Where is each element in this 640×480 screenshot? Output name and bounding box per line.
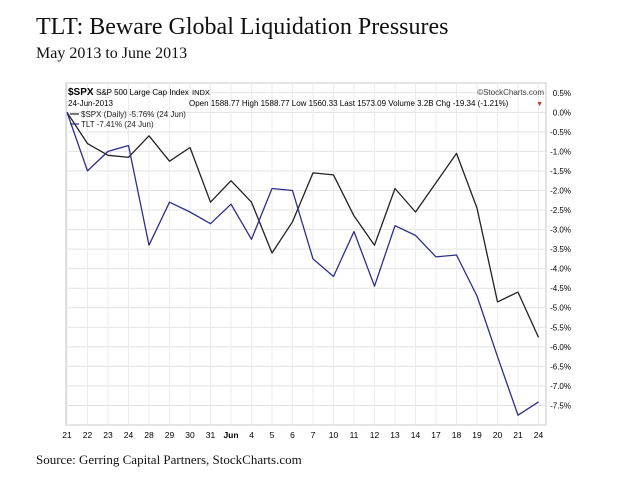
x-tick-label: 12 [370, 430, 380, 440]
x-tick-label: Jun [223, 430, 238, 440]
x-tick-label: 17 [431, 430, 441, 440]
x-tick-label: 29 [165, 430, 175, 440]
x-tick-label: 28 [144, 430, 154, 440]
legend-label-tlt: TLT -7.41% (24 Jun) [81, 120, 154, 129]
y-tick-label: -7.0% [550, 382, 571, 391]
y-tick-label: -4.0% [550, 265, 571, 274]
x-tick-label: 6 [290, 430, 295, 440]
y-tick-label: -6.5% [550, 362, 571, 371]
y-tick-label: -1.0% [550, 147, 571, 156]
chart-frame [65, 82, 547, 426]
chart-series [66, 111, 540, 416]
chart-grid [66, 83, 546, 425]
x-tick-label: 21 [513, 430, 523, 440]
y-tick-label: -5.0% [550, 304, 571, 313]
x-tick-label: 19 [472, 430, 482, 440]
y-tick-label: -5.5% [550, 323, 571, 332]
source-note: Source: Gerring Capital Partners, StockC… [36, 452, 302, 467]
y-tick-label: -4.5% [550, 284, 571, 293]
series-line-1 [66, 112, 539, 416]
x-tick-label: 31 [206, 430, 216, 440]
x-tick-label: 10 [329, 430, 339, 440]
y-tick-label: 0.5% [553, 89, 571, 98]
page-title: TLT: Beware Global Liquidation Pressures [36, 14, 449, 40]
header-symbol: $SPX [68, 87, 94, 98]
legend-label-spx: $SPX (Daily) -5.76% (24 Jun) [81, 110, 186, 119]
header-description: S&P 500 Large Cap Index [96, 88, 189, 97]
x-tick-label: 22 [83, 430, 93, 440]
x-tick-label: 18 [452, 430, 462, 440]
header-exchange: INDX [192, 88, 210, 97]
x-tick-label: 21 [62, 430, 72, 440]
x-tick-label: 23 [103, 430, 113, 440]
y-tick-label: -3.5% [550, 245, 571, 254]
x-tick-label: 20 [493, 430, 503, 440]
page-subtitle: May 2013 to June 2013 [36, 45, 188, 62]
y-tick-label: -2.0% [550, 186, 571, 195]
header-date: 24-Jun-2013 [68, 99, 113, 108]
y-tick-label: -1.5% [550, 167, 571, 176]
y-tick-label: -2.5% [550, 206, 571, 215]
x-tick-label: 11 [350, 430, 359, 440]
x-tick-label: 13 [390, 430, 400, 440]
x-tick-label: 24 [534, 430, 544, 440]
down-arrow-icon: ▼ [536, 101, 543, 108]
x-axis: 21 22 23 24 28 29 30 31 Jun 4 5 6 7 10 11 12 13 14 17 18 19 2… [62, 430, 543, 440]
x-tick-label: 30 [185, 430, 195, 440]
y-tick-label: -7.5% [550, 401, 571, 410]
y-tick-label: 0.0% [553, 108, 571, 117]
y-tick-label: -6.0% [550, 343, 571, 352]
header-quote: Open 1588.77 High 1588.77 Low 1560.33 La… [189, 99, 509, 108]
y-tick-label: -3.0% [550, 226, 571, 235]
y-axis: 0.5% 0.0% -0.5% -1.0% -1.5% -2.0% -2.5% -3.0% -3… [550, 89, 571, 411]
series-line-0 [66, 111, 540, 338]
x-tick-label: 14 [411, 430, 421, 440]
x-tick-label: 7 [311, 430, 316, 440]
x-tick-label: 4 [249, 430, 254, 440]
x-tick-label: 24 [124, 430, 134, 440]
x-tick-label: 5 [270, 430, 275, 440]
stockcharts-watermark: ©StockCharts.com [477, 88, 544, 97]
y-tick-label: -0.5% [550, 128, 571, 137]
